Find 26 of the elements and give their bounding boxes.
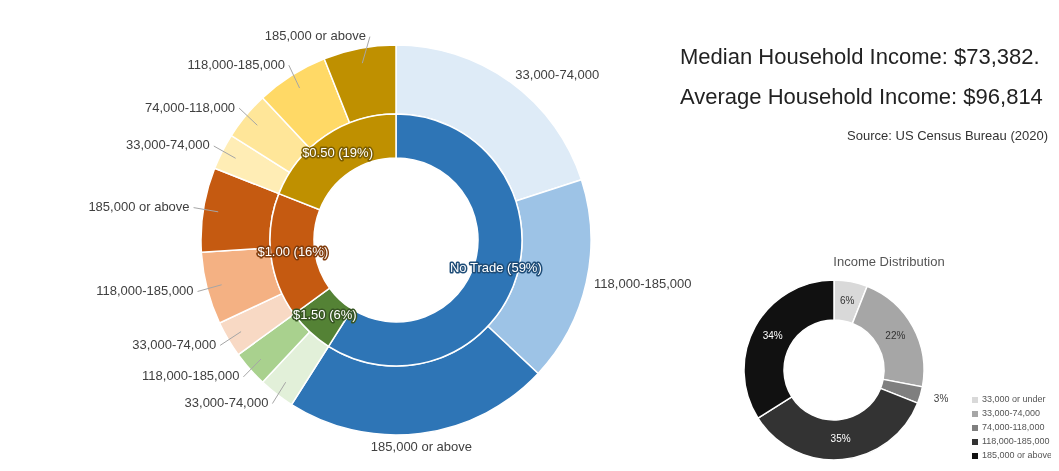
slice-label: 33,000-74,000: [132, 336, 217, 352]
data-label: 34%: [762, 329, 783, 341]
legend-label: 33,000 or under: [982, 394, 1046, 405]
slice-label: 185,000 or above: [370, 438, 473, 454]
slice-label: 33,000-74,000: [125, 137, 210, 153]
data-label: 35%: [830, 433, 851, 445]
slice-label: 118,000-185,000: [142, 368, 240, 384]
slice-label: 118,000-185,000: [187, 56, 285, 72]
data-label: 3%: [933, 392, 949, 404]
slice-label: 33,000-74,000: [184, 395, 269, 410]
slice-label: 185,000 or above: [88, 199, 190, 215]
text: Average Household Income: $96,814: [680, 84, 1043, 109]
legend-label: 185,000 or above: [982, 450, 1053, 461]
legend-label: 118,000-185,000: [982, 436, 1050, 447]
text: Median Household Income: $73,382.: [680, 44, 1040, 69]
data-label: 22%: [885, 329, 906, 341]
slice-label: 118,000-185,000: [96, 282, 194, 298]
source-note: Source: US Census Bureau (2020): [847, 128, 1048, 143]
slice-label: 118,000-185,000: [594, 275, 692, 291]
data-label: 6%: [839, 294, 855, 306]
legend-label: 74,000-118,000: [982, 422, 1045, 433]
slice-label: 185,000 or above: [264, 28, 366, 44]
legend-label: 33,000-74,000: [982, 408, 1041, 419]
slice-label: 74,000-118,000: [144, 99, 236, 115]
slice-label: 33,000-74,000: [515, 67, 600, 83]
chart-title: Income Distribution: [833, 254, 945, 269]
